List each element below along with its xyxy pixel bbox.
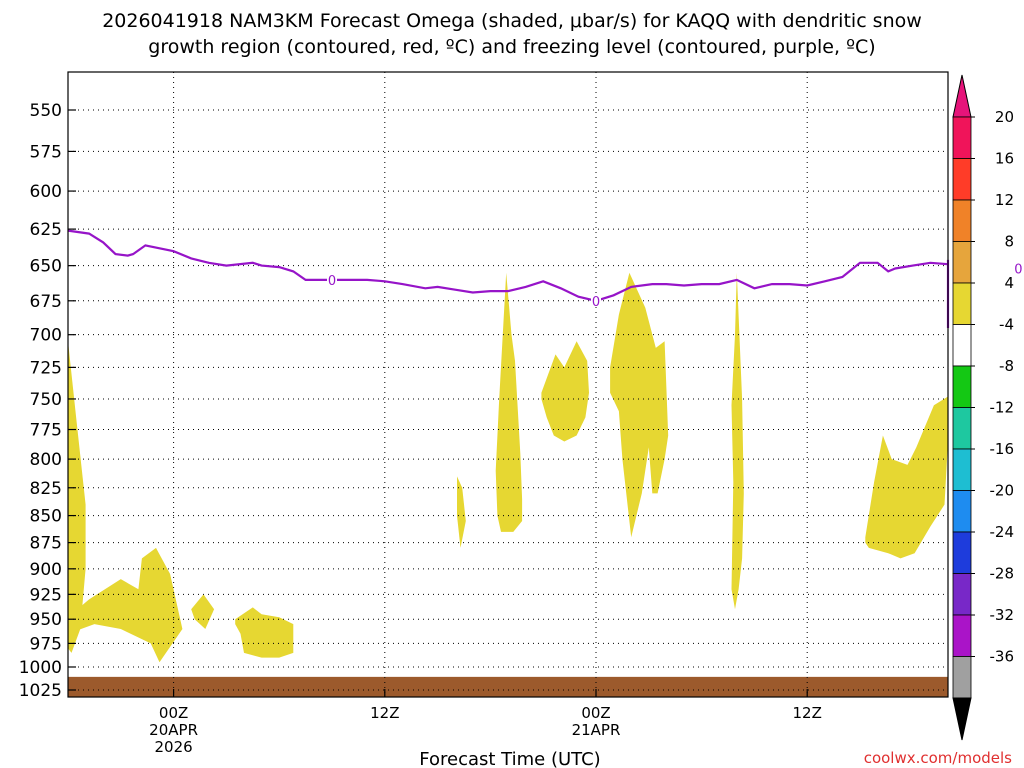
y-axis: 550 575 600 625 650 675 700 725 750 775 800 825 850 8… xyxy=(19,101,76,701)
y-tick-label-1025: 1025 xyxy=(19,681,62,701)
ground-fill xyxy=(68,676,948,697)
omega-region-5 xyxy=(495,272,523,532)
colorbar-swatch-5 xyxy=(952,324,972,367)
y-tick-label-600: 600 xyxy=(30,182,62,202)
freezing-level-label: 0 xyxy=(328,274,336,289)
gridlines xyxy=(68,72,948,697)
chart-title-line1: 2026041918 NAM3KM Forecast Omega (shaded… xyxy=(102,10,922,32)
colorbar-swatch-11 xyxy=(952,573,972,616)
freezing-label-bg-1 xyxy=(591,293,601,307)
y-tick-label-650: 650 xyxy=(30,257,62,277)
omega-region-1 xyxy=(68,547,183,663)
omega-shading-layer xyxy=(68,272,948,663)
colorbar-bottom-arrow xyxy=(952,697,972,741)
freezing-level-layer: 0 0 0 xyxy=(67,229,1024,328)
y-tick-label-750: 750 xyxy=(30,390,62,410)
omega-region-3 xyxy=(235,607,294,658)
colorbar-label-4: 4 xyxy=(1004,274,1014,292)
colorbar-swatch-13 xyxy=(952,656,972,699)
freezing-level-label: 0 xyxy=(1014,263,1022,278)
y-tick-label-975: 975 xyxy=(30,634,62,654)
colorbar-label--24: -24 xyxy=(990,523,1015,541)
y-tick-label-800: 800 xyxy=(30,450,62,470)
colorbar-label-8: 8 xyxy=(1004,233,1014,251)
omega-region-2 xyxy=(191,594,215,629)
colorbar-swatch-0 xyxy=(952,116,972,159)
x-tick-label-0-0: 00Z xyxy=(159,704,188,722)
y-tick-label-550: 550 xyxy=(30,101,62,121)
omega-region-7 xyxy=(610,272,669,538)
colorbar-top-arrow xyxy=(952,74,972,118)
colorbar-swatch-6 xyxy=(952,365,972,408)
colorbar-swatch-4 xyxy=(952,282,972,325)
x-tick-label-0-1: 20APR xyxy=(149,721,198,739)
y-tick-label-575: 575 xyxy=(30,142,62,162)
y-tick-label-925: 925 xyxy=(30,585,62,605)
colorbar: 20 16 12 8 4 -4 -8 -12 -16 -20 -24 -28 -32 -36 xyxy=(952,74,1015,741)
colorbar-swatch-10 xyxy=(952,531,972,574)
colorbar-label-16: 16 xyxy=(995,150,1014,168)
omega-region-8 xyxy=(731,272,744,610)
x-tick-label-12-0: 12Z xyxy=(370,704,399,722)
colorbar-swatch-12 xyxy=(952,614,972,657)
y-tick-label-900: 900 xyxy=(30,560,62,580)
colorbar-label--20: -20 xyxy=(990,482,1015,500)
x-tick-label-24-0: 00Z xyxy=(581,704,610,722)
colorbar-swatch-1 xyxy=(952,158,972,201)
chart-title-line2: growth region (contoured, red, ºC) and f… xyxy=(148,36,875,58)
y-tick-label-950: 950 xyxy=(30,610,62,630)
colorbar-label--4: -4 xyxy=(999,316,1014,334)
x-tick-label-0-2: 2026 xyxy=(155,738,193,756)
x-axis-label: Forecast Time (UTC) xyxy=(419,749,600,768)
colorbar-label--8: -8 xyxy=(999,357,1014,375)
freezing-label-bg-0 xyxy=(327,272,337,286)
colorbar-label--32: -32 xyxy=(990,606,1015,624)
y-tick-label-850: 850 xyxy=(30,507,62,527)
omega-region-4 xyxy=(457,476,466,548)
plot-frame xyxy=(67,71,949,698)
colorbar-swatch-7 xyxy=(952,407,972,450)
colorbar-swatch-2 xyxy=(952,199,972,242)
colorbar-label--28: -28 xyxy=(990,565,1015,583)
x-tick-label-36-0: 12Z xyxy=(793,704,822,722)
y-tick-label-700: 700 xyxy=(30,326,62,346)
x-tick-label-24-1: 21APR xyxy=(572,721,621,739)
colorbar-swatch-8 xyxy=(952,448,972,491)
credit-link[interactable]: coolwx.com/models xyxy=(864,749,1012,767)
y-tick-label-775: 775 xyxy=(30,421,62,441)
omega-region-0 xyxy=(68,341,86,653)
y-tick-label-875: 875 xyxy=(30,534,62,554)
y-tick-label-1000: 1000 xyxy=(19,658,62,678)
colorbar-label-20: 20 xyxy=(995,108,1014,126)
colorbar-label--12: -12 xyxy=(990,399,1015,417)
freezing-level-label: 0 xyxy=(592,295,600,310)
freezing-label-bg-2 xyxy=(1013,261,1024,275)
colorbar-swatch-9 xyxy=(952,490,972,533)
y-tick-label-825: 825 xyxy=(30,479,62,499)
colorbar-swatch-3 xyxy=(952,241,972,284)
colorbar-label--36: -36 xyxy=(990,648,1015,666)
y-tick-label-625: 625 xyxy=(30,220,62,240)
omega-region-9 xyxy=(865,396,948,559)
colorbar-label-12: 12 xyxy=(995,191,1014,209)
colorbar-label--16: -16 xyxy=(990,440,1015,458)
ground-layer xyxy=(68,676,948,697)
y-tick-label-675: 675 xyxy=(30,292,62,312)
y-tick-label-725: 725 xyxy=(30,358,62,378)
omega-region-6 xyxy=(541,341,589,442)
